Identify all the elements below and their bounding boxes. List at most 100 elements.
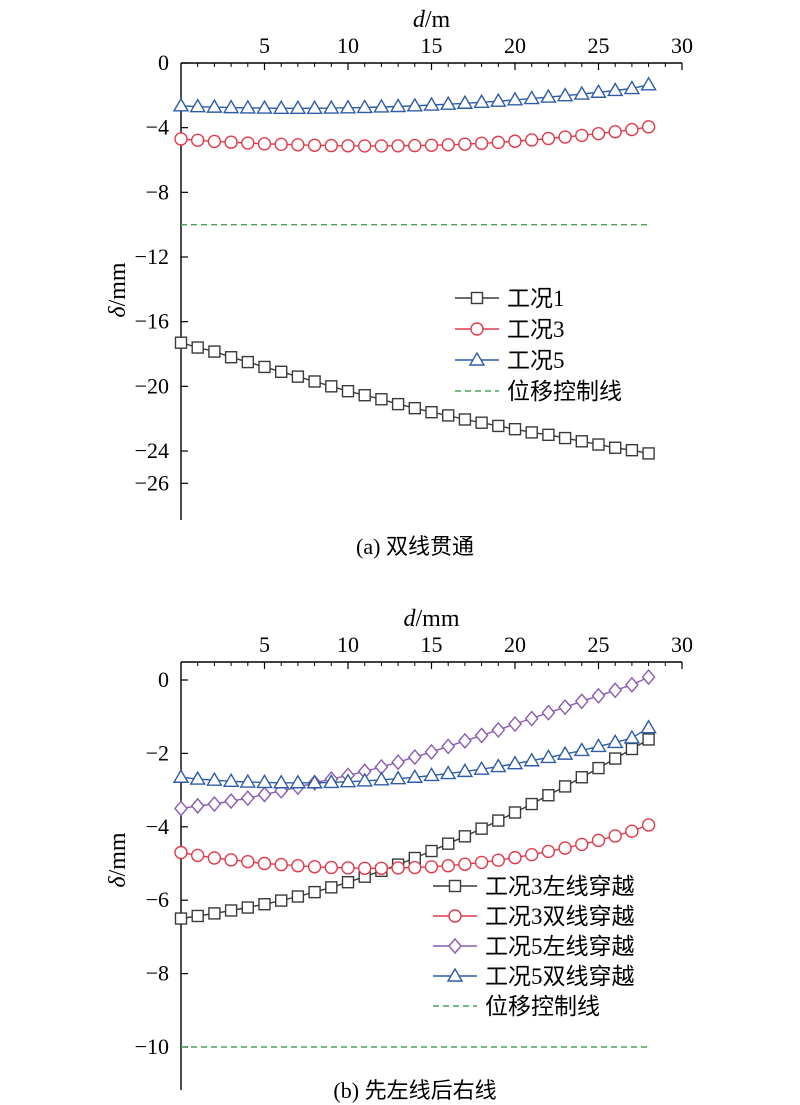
chart-1: 5 10 15 20 25 30 0 −4 −8 −12 −16 −20 −24 −26 d/m δ/mm 工况…	[105, 7, 693, 559]
data-point-series-1	[575, 435, 588, 448]
data-point-series-3	[373, 98, 390, 113]
data-point-series-1	[642, 733, 655, 746]
data-point-series-3	[239, 99, 257, 114]
data-point-series-3	[523, 90, 540, 105]
data-point-series-1	[358, 389, 371, 402]
data-point-series-1	[208, 907, 221, 920]
data-point-series-1	[275, 365, 288, 378]
y-axis-title-symbol: δ	[105, 876, 131, 888]
data-point-series-2	[257, 137, 272, 151]
data-point-series-2	[474, 855, 489, 870]
data-point-series-1	[191, 909, 204, 923]
data-point-series-1	[341, 876, 355, 889]
x-tick-label: 10	[337, 632, 359, 657]
data-point-series-3	[524, 710, 539, 727]
data-point-series-2	[224, 135, 238, 149]
data-point-series-2	[575, 128, 589, 143]
data-point-series-3	[423, 96, 440, 111]
data-point-series-3	[574, 693, 589, 710]
y-axis-title-unit: /mm	[105, 832, 131, 876]
data-point-series-2	[525, 133, 539, 147]
data-point-series-2	[591, 126, 606, 141]
legend-label: 位移控制线	[507, 379, 622, 404]
x-tick-label: 30	[671, 632, 693, 657]
legend-marker	[470, 322, 484, 336]
data-point-series-4	[506, 755, 524, 770]
x-tick-label: 15	[421, 33, 443, 58]
data-point-series-3	[590, 83, 607, 98]
data-point-series-4	[473, 760, 490, 775]
data-point-series-2	[408, 860, 422, 875]
data-point-series-1	[642, 447, 655, 460]
data-point-series-3	[289, 99, 307, 114]
data-point-series-2	[224, 853, 238, 867]
x-axis-title-unit: /mm	[415, 606, 459, 632]
legend-marker	[468, 351, 486, 366]
data-point-series-1	[425, 844, 438, 858]
legend: 工况1 工况3 工况5 位移控制线	[455, 286, 622, 404]
chart-caption: (b) 先左线后右线	[333, 1078, 496, 1103]
y-axis-title-unit: /mm	[105, 262, 131, 306]
x-tick-label: 5	[259, 33, 270, 58]
data-point-series-4	[272, 774, 290, 789]
chart-caption: (a) 双线贯通	[356, 534, 474, 559]
data-point-series-1	[492, 814, 505, 827]
data-point-series-3	[323, 99, 340, 114]
legend-marker	[446, 967, 464, 982]
data-point-series-3	[558, 699, 573, 716]
data-point-series-4	[439, 765, 457, 780]
data-point-series-2	[207, 134, 222, 149]
data-point-series-2	[541, 131, 556, 146]
data-point-series-4	[323, 774, 340, 789]
data-point-series-2	[391, 861, 405, 875]
data-point-series-2	[324, 860, 338, 875]
data-point-series-2	[257, 856, 272, 871]
legend-label: 工况3双线穿越	[485, 904, 635, 929]
data-point-series-2	[541, 844, 556, 859]
y-tick-label: −2	[146, 740, 169, 765]
data-point-series-4	[640, 719, 657, 734]
data-point-series-1	[442, 837, 455, 850]
data-point-series-2	[274, 137, 288, 152]
data-point-series-2	[341, 861, 355, 875]
data-point-series-4	[606, 734, 624, 749]
data-point-series-3	[556, 87, 574, 102]
data-point-series-3	[389, 98, 407, 113]
data-point-series-1	[375, 393, 388, 406]
data-point-series-1	[625, 742, 639, 756]
data-point-series-1	[258, 898, 271, 911]
data-point-series-3	[190, 797, 205, 814]
data-point-series-1	[558, 780, 572, 793]
y-tick-label: −16	[135, 309, 169, 334]
data-point-series-2	[625, 122, 639, 137]
data-point-series-1	[542, 789, 555, 802]
data-point-series-2	[374, 861, 389, 875]
data-point-series-2	[491, 853, 505, 867]
data-point-series-2	[291, 138, 305, 152]
data-point-series-1	[625, 443, 639, 457]
x-tick-label: 30	[671, 33, 693, 58]
legend-marker	[448, 879, 462, 893]
data-point-series-4	[573, 742, 591, 757]
data-point-series-1	[291, 370, 305, 383]
data-point-series-2	[241, 854, 255, 869]
data-point-series-3	[490, 92, 507, 107]
data-point-series-2	[474, 136, 489, 151]
data-point-series-1	[291, 890, 305, 903]
x-tick-label: 25	[588, 632, 610, 657]
y-tick-label: 0	[158, 50, 169, 75]
data-point-series-1	[609, 441, 622, 454]
data-point-series-1	[475, 822, 488, 835]
data-point-series-4	[172, 768, 190, 783]
data-point-series-1	[224, 351, 238, 364]
data-point-series-2	[207, 851, 222, 865]
data-point-series-3	[356, 99, 373, 114]
data-point-series-1	[575, 771, 588, 784]
data-point-series-3	[474, 727, 489, 744]
data-point-series-4	[389, 770, 407, 785]
x-axis-title-symbol: d	[413, 7, 426, 33]
data-point-series-1	[241, 355, 255, 369]
data-point-series-4	[222, 772, 240, 787]
data-point-series-3	[591, 687, 606, 704]
y-axis-title: δ/mm	[105, 832, 131, 887]
